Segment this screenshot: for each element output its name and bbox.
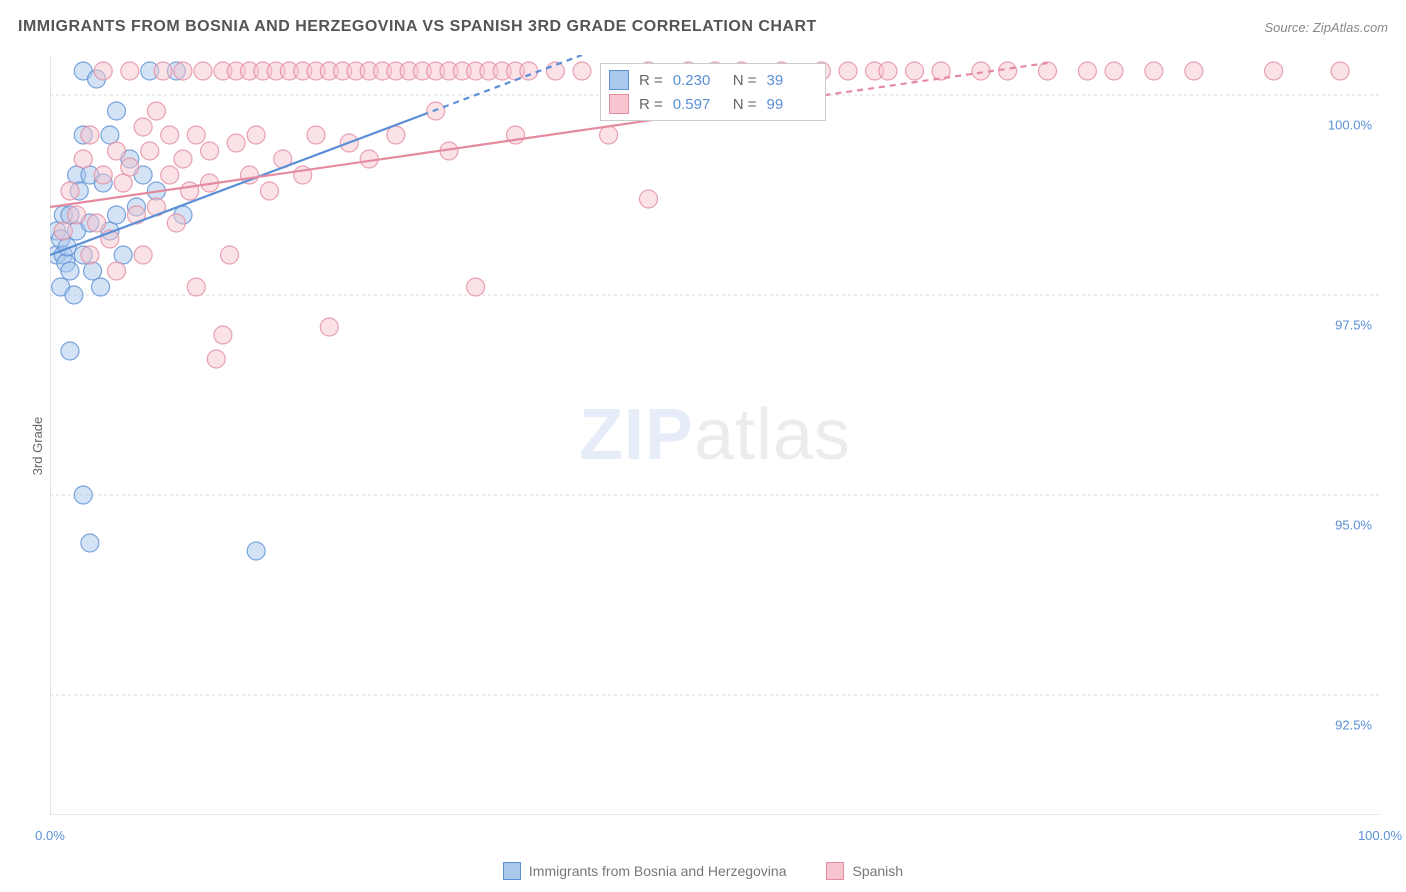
y-axis-label: 3rd Grade <box>30 417 45 476</box>
stats-n-label: N = <box>733 72 757 89</box>
stats-row: R = 0.597 N = 99 <box>609 92 817 116</box>
stats-r-label: R = <box>639 72 663 89</box>
stats-row: R = 0.230 N = 39 <box>609 68 817 92</box>
y-tick-label: 92.5% <box>1335 718 1372 733</box>
y-tick-label: 95.0% <box>1335 518 1372 533</box>
legend-item: Immigrants from Bosnia and Herzegovina <box>503 862 787 880</box>
y-tick-label: 97.5% <box>1335 318 1372 333</box>
stats-n-value: 99 <box>767 96 817 113</box>
source-attribution: Source: ZipAtlas.com <box>1264 20 1388 35</box>
stats-swatch <box>609 94 629 114</box>
chart-title: IMMIGRANTS FROM BOSNIA AND HERZEGOVINA V… <box>18 18 817 36</box>
stats-r-label: R = <box>639 96 663 113</box>
stats-swatch <box>609 70 629 90</box>
legend-swatch <box>826 862 844 880</box>
stats-r-value: 0.230 <box>673 72 723 89</box>
legend-swatch <box>503 862 521 880</box>
bottom-legend: Immigrants from Bosnia and Herzegovina Sp… <box>0 862 1406 880</box>
stats-n-label: N = <box>733 96 757 113</box>
legend-label: Immigrants from Bosnia and Herzegovina <box>529 863 787 879</box>
y-tick-label: 100.0% <box>1328 118 1372 133</box>
header: IMMIGRANTS FROM BOSNIA AND HERZEGOVINA V… <box>18 18 1388 36</box>
x-tick-label: 100.0% <box>1358 828 1402 843</box>
legend-item: Spanish <box>826 862 903 880</box>
chart-area: ZIPatlas R =0.230N =39R =0.597N =99 92.5… <box>50 55 1380 815</box>
stats-r-value: 0.597 <box>673 96 723 113</box>
x-tick-label: 0.0% <box>35 828 65 843</box>
legend-label: Spanish <box>852 863 903 879</box>
scatter-plot <box>50 55 1380 815</box>
stats-legend-box: R = 0.230 N = 39 R = 0.597 N = 99 <box>600 63 826 121</box>
stats-n-value: 39 <box>767 72 817 89</box>
